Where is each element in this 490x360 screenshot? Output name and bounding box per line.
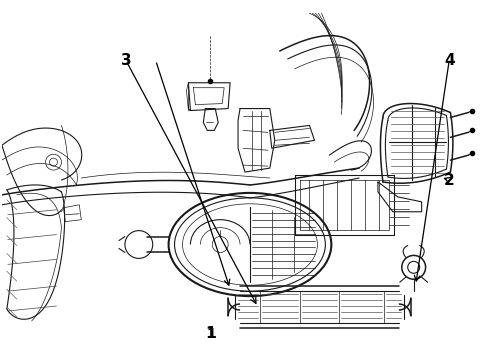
Text: 4: 4 (444, 53, 455, 68)
Text: 1: 1 (206, 327, 216, 341)
Text: 1: 1 (206, 326, 216, 341)
Text: 3: 3 (121, 53, 131, 68)
Text: 2: 2 (444, 172, 455, 188)
